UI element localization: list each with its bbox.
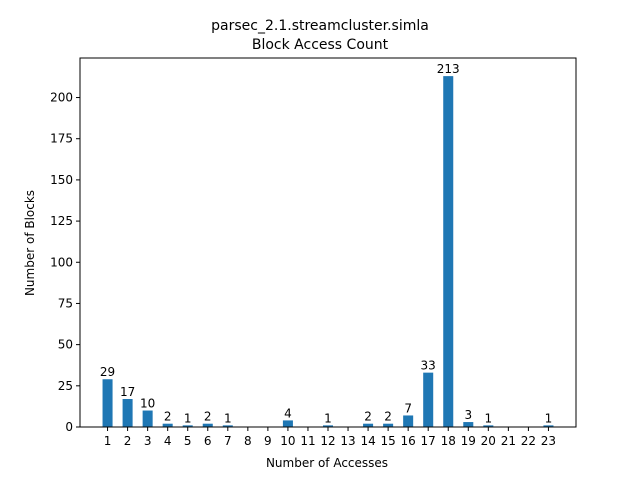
bar-23	[543, 425, 554, 427]
data-label-7: 1	[224, 411, 232, 425]
data-label-23: 1	[545, 411, 553, 425]
data-label-2: 17	[120, 385, 135, 399]
x-tick-label-3: 3	[144, 434, 152, 448]
x-axis: 1 2 3 4 5 6 7 8 9 10 11 12 13 14 15 16 17 18 19 20 21 22 23	[104, 427, 556, 448]
x-tick-label-1: 1	[104, 434, 112, 448]
x-tick-label-14: 14	[360, 434, 375, 448]
data-label-20: 1	[485, 411, 493, 425]
x-tick-label-5: 5	[184, 434, 192, 448]
y-tick-label-50: 50	[58, 338, 73, 352]
x-tick-label-2: 2	[124, 434, 132, 448]
y-axis-label: Number of Blocks	[23, 190, 37, 296]
data-label-1: 29	[100, 365, 115, 379]
x-tick-label-13: 13	[340, 434, 355, 448]
bar-14	[363, 423, 374, 427]
bar-10	[282, 420, 293, 427]
y-axis: 0 25 50 75 100 125 150 175 200	[50, 91, 80, 434]
bar-17	[423, 372, 434, 427]
bar-18	[443, 76, 454, 427]
x-tick-label-23: 23	[541, 434, 556, 448]
data-label-15: 2	[384, 410, 392, 424]
bar-19	[463, 422, 474, 427]
data-label-10: 4	[284, 406, 292, 420]
bar-20	[483, 425, 494, 427]
chart-subtitle: Block Access Count	[252, 37, 389, 53]
y-tick-label-200: 200	[50, 91, 73, 105]
y-tick-label-150: 150	[50, 173, 73, 187]
bar-4	[162, 423, 173, 427]
y-tick-label-125: 125	[50, 214, 73, 228]
x-tick-label-16: 16	[401, 434, 416, 448]
data-label-14: 2	[364, 410, 372, 424]
y-tick-label-175: 175	[50, 132, 73, 146]
bars-group	[102, 76, 554, 427]
x-tick-label-19: 19	[461, 434, 476, 448]
data-label-16: 7	[404, 401, 412, 415]
data-label-18: 213	[437, 62, 460, 76]
bar-7	[222, 425, 233, 427]
x-tick-label-9: 9	[264, 434, 272, 448]
x-tick-label-4: 4	[164, 434, 172, 448]
data-label-12: 1	[324, 411, 332, 425]
y-tick-label-100: 100	[50, 255, 73, 269]
bar-3	[142, 410, 153, 427]
x-tick-label-21: 21	[501, 434, 516, 448]
data-label-5: 1	[184, 411, 192, 425]
y-tick-label-0: 0	[65, 420, 73, 434]
plot-frame	[79, 57, 577, 428]
x-tick-label-20: 20	[481, 434, 496, 448]
y-tick-label-75: 75	[58, 296, 73, 310]
chart-title: parsec_2.1.streamcluster.simla	[211, 18, 429, 34]
data-label-6: 2	[204, 410, 212, 424]
bar-6	[202, 423, 213, 427]
x-tick-label-12: 12	[320, 434, 335, 448]
x-tick-label-22: 22	[521, 434, 536, 448]
x-tick-label-11: 11	[300, 434, 315, 448]
bar-2	[122, 398, 133, 427]
bar-12	[322, 425, 334, 427]
data-label-3: 10	[140, 397, 155, 411]
x-tick-label-17: 17	[421, 434, 436, 448]
y-tick-label-25: 25	[58, 379, 73, 393]
x-tick-label-7: 7	[224, 434, 232, 448]
x-tick-label-18: 18	[441, 434, 456, 448]
bar-16	[403, 415, 414, 427]
bar-1	[102, 379, 113, 427]
bar-5	[182, 425, 193, 427]
x-tick-label-10: 10	[280, 434, 295, 448]
bar-15	[383, 423, 394, 427]
x-tick-label-15: 15	[380, 434, 395, 448]
data-label-4: 2	[164, 410, 172, 424]
data-label-19: 3	[464, 408, 472, 422]
x-tick-label-6: 6	[204, 434, 212, 448]
data-label-17: 33	[421, 359, 436, 373]
x-tick-label-8: 8	[244, 434, 252, 448]
x-axis-label: Number of Accesses	[266, 456, 388, 470]
